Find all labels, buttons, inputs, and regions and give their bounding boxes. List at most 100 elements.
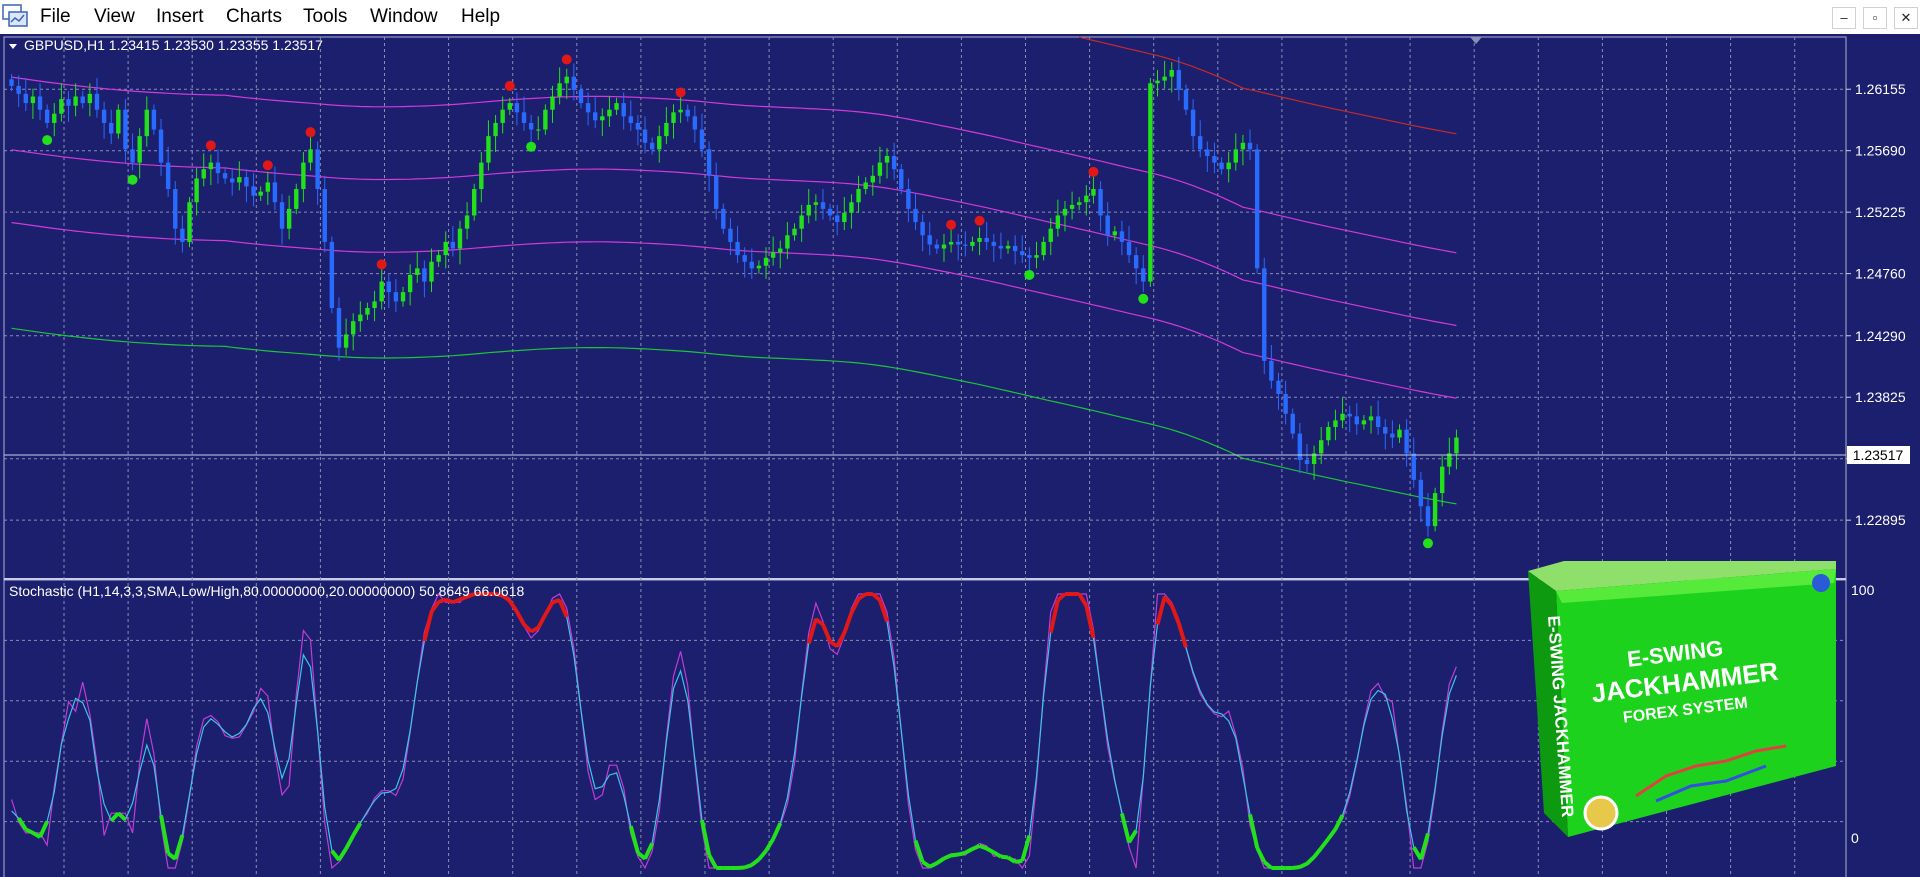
candle-bear (706, 149, 712, 176)
candle-bear (336, 308, 342, 348)
candle-bull (1447, 453, 1452, 467)
candle-bull (1240, 142, 1246, 150)
candle-bear (1411, 453, 1416, 480)
candle-bear (1276, 380, 1281, 394)
candle-bear (151, 109, 157, 130)
oversold-segment (1119, 813, 1131, 843)
candle-bull (73, 96, 78, 106)
overbought-segment (806, 618, 818, 645)
menu-window[interactable]: Window (370, 6, 438, 27)
candle-bull (600, 116, 605, 121)
restore-button[interactable]: ▫ (1863, 7, 1887, 29)
overbought-segment (1176, 622, 1188, 648)
oversold-segment (1326, 828, 1338, 841)
candle-bull (1062, 208, 1068, 216)
candle-bear (1297, 433, 1303, 461)
candle-bull (884, 155, 890, 163)
candle-bull (1077, 202, 1082, 205)
sell-signal-dot (675, 87, 686, 98)
candle-bull (664, 122, 669, 137)
price-label: 1.26155 (1855, 81, 1906, 97)
candle-bull (770, 252, 776, 258)
candle-bull (400, 292, 406, 302)
overbought-segment (522, 623, 533, 633)
overbought-segment (857, 592, 867, 601)
candle-bear (123, 109, 128, 150)
candle-bear (251, 186, 256, 196)
candle-bull (372, 301, 377, 308)
candle-bear (593, 112, 598, 121)
overbought-segment (445, 597, 454, 605)
candlesticks (9, 56, 1459, 537)
oversold-segment (750, 857, 761, 867)
candle-bull (201, 169, 206, 179)
overbought-segment (814, 617, 825, 627)
overbought-segment (501, 593, 512, 603)
oversold-segment (159, 814, 171, 854)
candle-bull (1361, 420, 1367, 425)
menu-charts[interactable]: Charts (226, 6, 282, 27)
oversold-segment (1248, 814, 1260, 849)
candle-bear (635, 122, 641, 130)
price-label: 1.25690 (1855, 143, 1906, 159)
menu-file[interactable]: File (40, 6, 71, 27)
menu-help[interactable]: Help (461, 6, 501, 27)
candle-bear (386, 281, 391, 293)
sell-signal-dot (1088, 166, 1099, 177)
candle-bear (1290, 413, 1295, 434)
candle-bear (322, 189, 327, 242)
candle-bull (614, 103, 619, 110)
candle-bull (1169, 70, 1174, 77)
close-button[interactable]: ✕ (1894, 7, 1918, 29)
candle-bull (870, 175, 875, 183)
envelope-upper (11, 76, 1457, 254)
candle-bear (329, 241, 335, 308)
oversold-segment (764, 838, 775, 852)
candle-bear (1262, 268, 1267, 361)
menu-view[interactable]: View (94, 6, 135, 27)
candle-bear (998, 245, 1004, 249)
envelope-lower (11, 222, 1457, 399)
candle-bull (543, 109, 548, 130)
oversold-segment (928, 861, 938, 869)
overbought-segment (515, 610, 526, 626)
candle-bear (827, 208, 833, 216)
indicator-bands (11, 36, 1457, 505)
price-pane[interactable] (3, 36, 1847, 580)
minimize-button[interactable]: – (1832, 7, 1856, 29)
buy-signal-dot (526, 141, 537, 152)
candle-bear (1126, 241, 1132, 256)
candle-bull (849, 202, 854, 213)
overbought-segment (551, 598, 561, 605)
candle-bear (1012, 245, 1018, 252)
overbought-segment (878, 599, 889, 623)
candle-bull (785, 235, 790, 249)
candle-bear (1304, 460, 1310, 464)
candle-bear (742, 255, 747, 262)
candle-bear (215, 162, 221, 174)
price-label: 1.23825 (1855, 389, 1906, 405)
menu-tools[interactable]: Tools (303, 6, 348, 27)
buy-signal-dot (1138, 293, 1149, 304)
candle-bear (1219, 162, 1224, 170)
oversold-segment (950, 852, 959, 858)
candle-bull (472, 189, 477, 216)
candle-bear (16, 85, 21, 94)
candle-bull (1091, 189, 1096, 196)
menu-insert[interactable]: Insert (156, 6, 204, 27)
candle-bull (1048, 228, 1053, 242)
symbol-dropdown-icon[interactable] (9, 44, 17, 49)
overbought-segment (422, 611, 434, 642)
candle-bull (187, 202, 192, 242)
candle-bull (970, 241, 975, 246)
candle-bear (109, 122, 114, 134)
oversold-segment (913, 839, 925, 863)
candle-bear (628, 116, 633, 123)
candle-bull (365, 308, 370, 315)
oversold-segment (1000, 854, 1009, 860)
oversold-segment (971, 844, 981, 851)
sell-signal-dot (974, 215, 985, 226)
sell-signal-dot (305, 127, 316, 138)
oversold-segment (351, 822, 363, 837)
chart-shift-icon[interactable] (1470, 37, 1482, 44)
